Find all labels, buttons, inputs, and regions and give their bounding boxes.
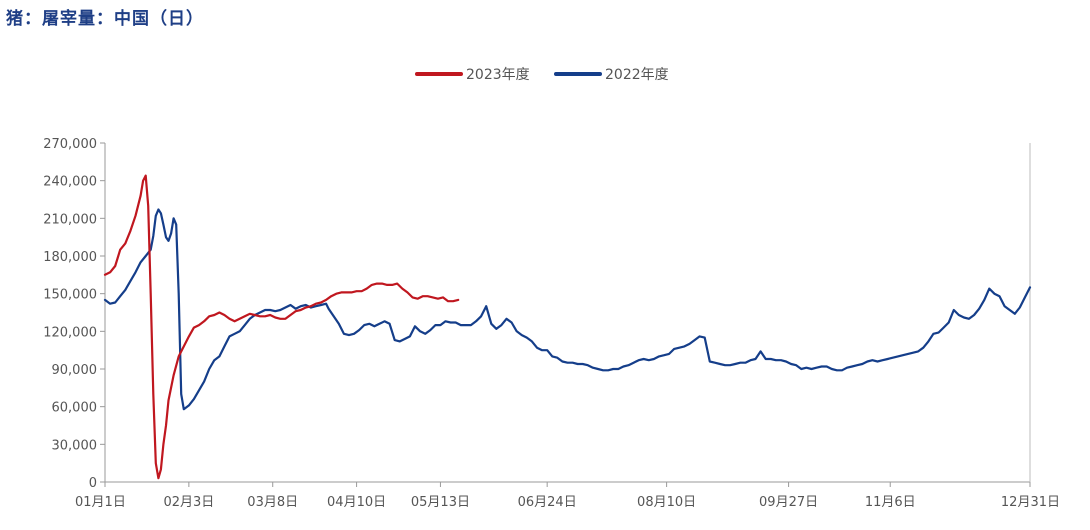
x-axis-ticks: 01月1日 02月3日 03月8日 04月10日 05月13日 06月24日 08月10日 0… [75,482,1060,510]
y-tick-label: 60,000 [52,401,98,416]
legend-item-2022[interactable]: 2022年度 [554,67,669,83]
y-tick-label: 90,000 [52,363,98,378]
chart-title: 猪：屠宰量：中国（日） [6,9,204,29]
x-tick-label: 03月8日 [247,495,298,510]
x-tick-label: 11月6日 [865,495,916,510]
y-tick-label: 210,000 [43,212,97,227]
legend-item-2023[interactable]: 2023年度 [415,67,530,83]
x-tick-label: 04月10日 [327,495,386,510]
legend-label-2023: 2023年度 [466,67,530,83]
y-tick-label: 120,000 [43,325,97,340]
x-tick-label: 12月31日 [1001,495,1060,510]
series-line-2023 [103,174,460,480]
y-tick-label: 240,000 [43,175,97,190]
y-tick-label: 30,000 [52,438,98,453]
legend-label-2022: 2022年度 [605,67,669,83]
x-tick-label: 01月1日 [75,495,126,510]
legend: 2023年度 2022年度 [415,67,669,83]
y-tick-label: 180,000 [43,250,97,265]
y-tick-label: 150,000 [43,288,97,303]
x-tick-label: 02月3日 [163,495,214,510]
series-line-2022 [103,208,1032,411]
series-lines [103,174,1032,480]
x-tick-label: 08月10日 [637,495,696,510]
x-tick-label: 09月27日 [759,495,818,510]
x-tick-label: 05月13日 [411,495,470,510]
x-tick-label: 06月24日 [518,495,577,510]
y-tick-label: 270,000 [43,137,97,152]
y-axis-ticks: 0 30,000 60,000 90,000 120,000 150,000 180,000… [43,137,105,491]
y-tick-label: 0 [89,476,97,491]
axes [104,143,1031,483]
